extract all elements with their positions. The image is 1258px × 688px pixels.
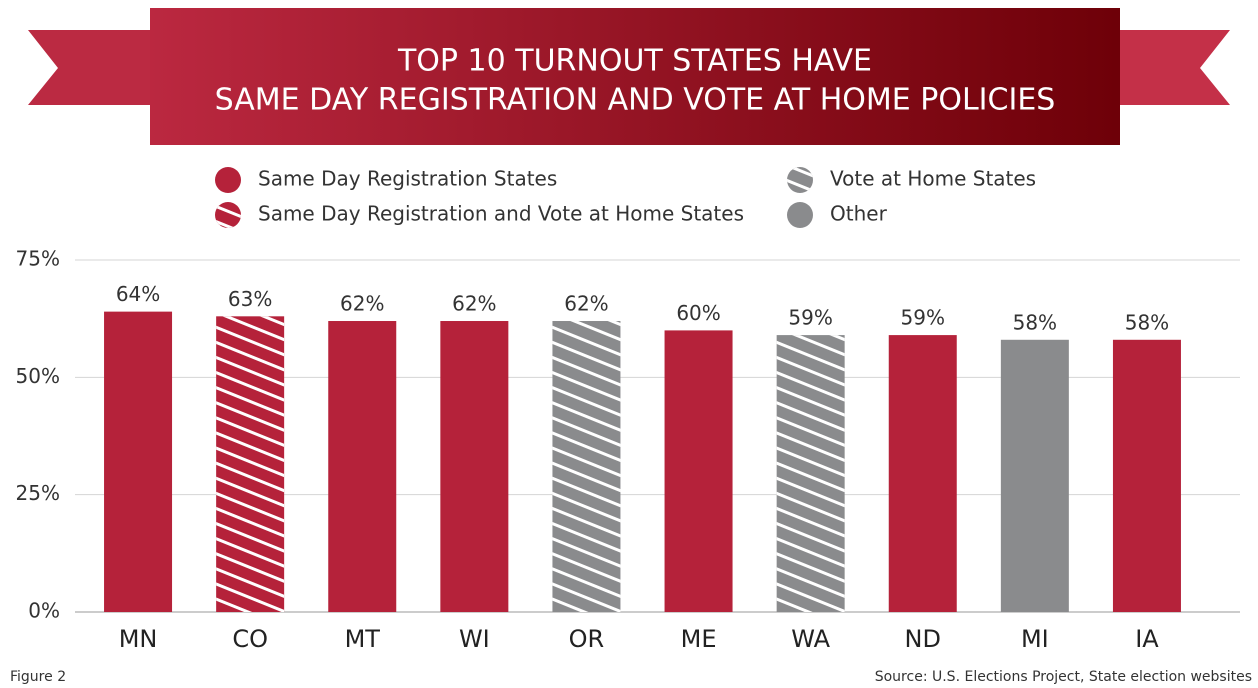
x-tick-label: ME [681, 625, 717, 653]
value-label: 62% [452, 292, 496, 316]
x-tick-label: IA [1135, 625, 1159, 653]
y-tick-label: 75% [16, 247, 60, 271]
legend-hatch [215, 202, 241, 228]
title-banner [150, 8, 1120, 145]
bar-hatch [216, 316, 285, 612]
chart-title: TOP 10 TURNOUT STATES HAVE [397, 44, 872, 79]
legend-swatch [215, 167, 241, 193]
bar [664, 330, 733, 612]
bar-hatch [552, 321, 621, 612]
chart-title: SAME DAY REGISTRATION AND VOTE AT HOME P… [215, 83, 1056, 118]
y-tick-label: 50% [16, 364, 60, 388]
bar [1000, 339, 1069, 612]
bar [1112, 339, 1181, 612]
legend-label: Vote at Home States [830, 167, 1036, 191]
bar-hatch [776, 335, 845, 612]
y-tick-label: 0% [28, 599, 60, 623]
legend-label: Other [830, 202, 888, 226]
x-tick-label: MI [1021, 625, 1049, 653]
legend-swatch [787, 202, 813, 228]
ribbon-tail [28, 30, 152, 105]
value-label: 59% [901, 306, 945, 330]
value-label: 63% [228, 287, 272, 311]
x-tick-label: WI [459, 625, 490, 653]
value-label: 58% [1125, 310, 1169, 334]
bar [888, 335, 957, 612]
x-tick-label: WA [791, 625, 830, 653]
legend-label: Same Day Registration States [258, 167, 557, 191]
x-tick-label: OR [569, 625, 605, 653]
bar [440, 321, 509, 612]
value-label: 64% [116, 282, 160, 306]
value-label: 59% [788, 306, 832, 330]
value-label: 58% [1013, 310, 1057, 334]
x-tick-label: ND [905, 625, 941, 653]
legend-label: Same Day Registration and Vote at Home S… [258, 202, 744, 226]
figure-label: Figure 2 [10, 669, 66, 685]
legend-hatch [787, 167, 813, 193]
y-tick-label: 25% [16, 481, 60, 505]
x-tick-label: CO [232, 625, 268, 653]
x-tick-label: MN [119, 625, 158, 653]
value-label: 62% [564, 292, 608, 316]
value-label: 60% [676, 301, 720, 325]
value-label: 62% [340, 292, 384, 316]
ribbon-tail [1110, 30, 1230, 105]
x-tick-label: MT [345, 625, 381, 653]
bar [328, 321, 397, 612]
bar [104, 311, 173, 612]
source: Source: U.S. Elections Project, State el… [875, 669, 1252, 685]
